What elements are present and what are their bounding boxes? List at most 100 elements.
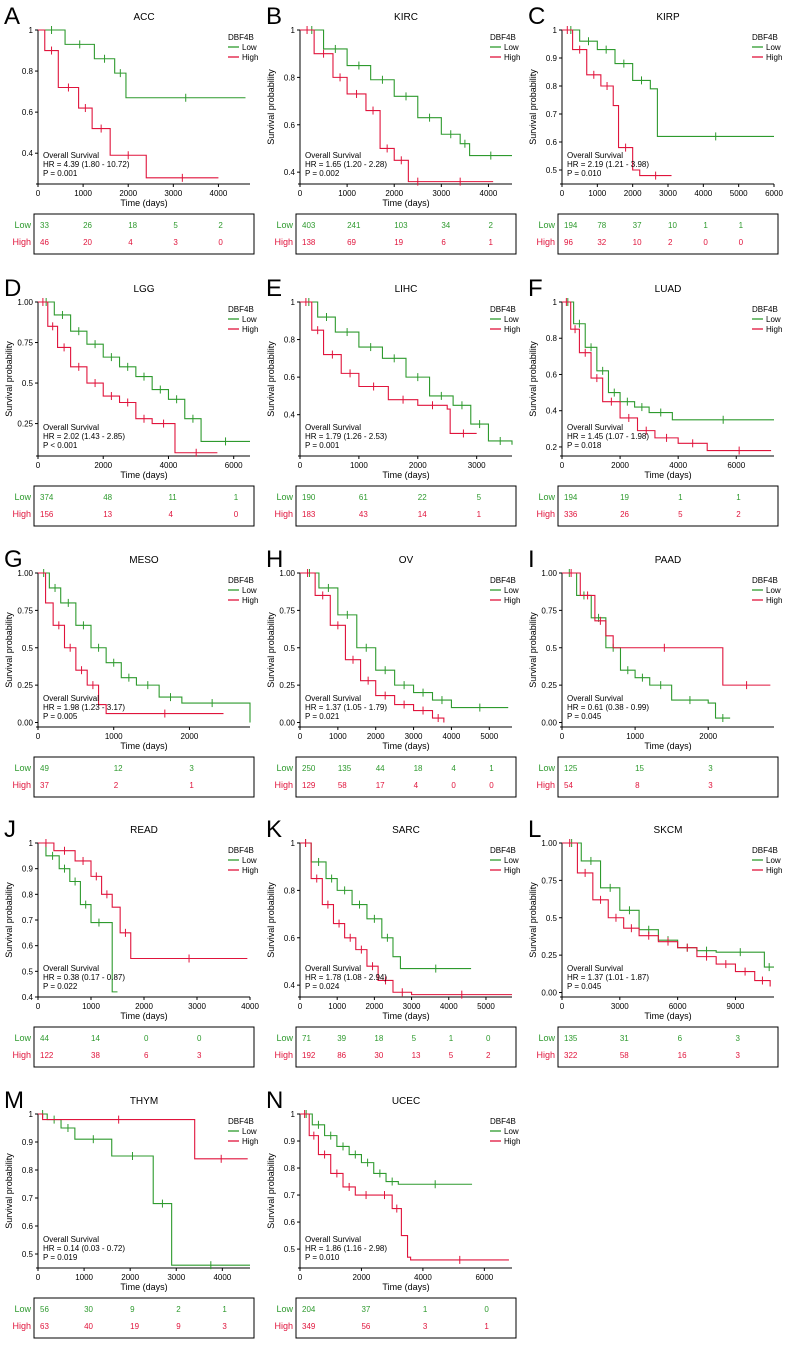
- stats-line: P = 0.024: [305, 982, 340, 991]
- y-tick-label: 0.4: [284, 981, 296, 990]
- risk-table-row-label: Low: [276, 763, 293, 773]
- risk-table-cell: 0: [218, 238, 223, 247]
- legend-label: Low: [504, 315, 519, 324]
- risk-table-cell: 0: [451, 781, 456, 790]
- x-tick-label: 0: [560, 1002, 565, 1011]
- x-axis-label: Time (days): [382, 1282, 429, 1292]
- risk-table-cell: 1: [449, 1034, 454, 1043]
- x-tick-label: 1000: [74, 189, 92, 198]
- risk-table-cell: 58: [338, 781, 347, 790]
- risk-table-box: [295, 485, 517, 527]
- risk-table-row-label: Low: [14, 220, 31, 230]
- risk-table-cell: 1: [222, 1305, 227, 1314]
- risk-table-cell: 31: [620, 1034, 629, 1043]
- risk-table-cell: 3: [708, 764, 713, 773]
- legend-title: DBF4B: [752, 305, 778, 314]
- stats-line: P = 0.018: [567, 441, 602, 450]
- survival-curve-low: [300, 301, 513, 445]
- x-tick-label: 3000: [188, 1002, 206, 1011]
- stats-line: Overall Survival: [567, 964, 623, 973]
- legend-label: High: [766, 866, 782, 875]
- y-axis-label: Survival probability: [528, 882, 538, 958]
- risk-table-cell: 156: [40, 510, 54, 519]
- stats-line: P = 0.005: [43, 712, 78, 721]
- x-axis-label: Time (days): [644, 1011, 691, 1021]
- y-tick-label: 0.25: [17, 681, 33, 690]
- x-tick-label: 0: [298, 732, 303, 741]
- risk-table-cell: 26: [83, 221, 92, 230]
- legend-label: High: [242, 866, 258, 875]
- x-axis-label: Time (days): [382, 470, 429, 480]
- x-tick-label: 0: [298, 1273, 303, 1282]
- y-tick-label: 0.00: [17, 719, 33, 728]
- y-tick-label: 1.00: [279, 569, 295, 578]
- y-tick-label: 1: [29, 1110, 34, 1119]
- y-axis-label: Survival probability: [266, 341, 276, 417]
- panel-letter: B: [266, 3, 282, 30]
- risk-table-row-label: High: [12, 1050, 31, 1060]
- survival-curve-high: [300, 842, 512, 996]
- risk-table-box: [33, 485, 255, 527]
- stats-line: P = 0.021: [305, 712, 340, 721]
- risk-table-row-label: High: [536, 237, 555, 247]
- x-axis-label: Time (days): [644, 741, 691, 751]
- y-tick-label: 0.7: [22, 1194, 34, 1203]
- risk-table-cell: 6: [144, 1051, 149, 1060]
- panel-letter: L: [528, 816, 541, 843]
- y-tick-label: 0.8: [284, 1164, 296, 1173]
- risk-table-cell: 15: [635, 764, 644, 773]
- risk-table-row-label: High: [12, 780, 31, 790]
- legend-label: High: [504, 866, 520, 875]
- x-tick-label: 3000: [405, 732, 423, 741]
- legend-label: Low: [504, 856, 519, 865]
- risk-table-cell: 9: [130, 1305, 135, 1314]
- legend-label: Low: [242, 315, 257, 324]
- legend-label: High: [766, 596, 782, 605]
- risk-table-cell: 2: [114, 781, 119, 790]
- x-tick-label: 4000: [160, 461, 178, 470]
- km-panel-g: G MESO 0.00 0.25 0.5 0.75 1.00 0 1000 2000 Time (d…: [4, 546, 258, 798]
- y-tick-label: 0.6: [22, 108, 34, 117]
- km-panel-n: N UCEC 0.5 0.6 0.7 0.8 0.9 1 0 2000 4000 6000 Time (…: [266, 1087, 520, 1339]
- legend-label: High: [242, 325, 258, 334]
- y-axis-label: Survival probability: [528, 341, 538, 417]
- stats-line: Overall Survival: [43, 1235, 99, 1244]
- risk-table-cell: 86: [337, 1051, 346, 1060]
- risk-table-cell: 3: [735, 1051, 740, 1060]
- legend-title: DBF4B: [228, 305, 254, 314]
- y-tick-label: 0.8: [22, 890, 34, 899]
- x-axis-label: Time (days): [382, 741, 429, 751]
- y-tick-label: 0.6: [284, 373, 296, 382]
- legend-title: DBF4B: [752, 846, 778, 855]
- risk-table-cell: 122: [40, 1051, 54, 1060]
- risk-table-cell: 19: [394, 238, 403, 247]
- risk-table-cell: 1: [678, 493, 683, 502]
- x-tick-label: 1000: [329, 732, 347, 741]
- x-tick-label: 3000: [167, 1273, 185, 1282]
- risk-table-cell: 4: [128, 238, 133, 247]
- risk-table-cell: 190: [302, 493, 316, 502]
- y-tick-label: 0.4: [284, 168, 296, 177]
- stats-line: Overall Survival: [567, 694, 623, 703]
- survival-curve-high: [562, 301, 772, 452]
- risk-table-row-label: High: [12, 509, 31, 519]
- stats-line: HR = 1.78 (1.08 - 2.94): [305, 973, 387, 982]
- legend-title: DBF4B: [228, 1117, 254, 1126]
- risk-table-cell: 349: [302, 1322, 316, 1331]
- stats-line: P = 0.045: [567, 982, 602, 991]
- risk-table-cell: 11: [168, 493, 177, 502]
- risk-table-cell: 5: [173, 221, 178, 230]
- y-tick-label: 0.6: [284, 1218, 296, 1227]
- y-tick-label: 0.5: [284, 1245, 296, 1254]
- risk-table-box: [33, 1297, 255, 1339]
- y-tick-label: 0.5: [546, 644, 558, 653]
- panel-title: KIRP: [656, 12, 680, 23]
- risk-table-row-label: High: [12, 237, 31, 247]
- panel-title: SARC: [392, 825, 420, 836]
- risk-table-cell: 3: [222, 1322, 227, 1331]
- risk-table-cell: 250: [302, 764, 316, 773]
- stats-line: Overall Survival: [305, 694, 361, 703]
- y-tick-label: 0.5: [284, 644, 296, 653]
- risk-table-cell: 14: [418, 510, 427, 519]
- risk-table-row-label: Low: [14, 492, 31, 502]
